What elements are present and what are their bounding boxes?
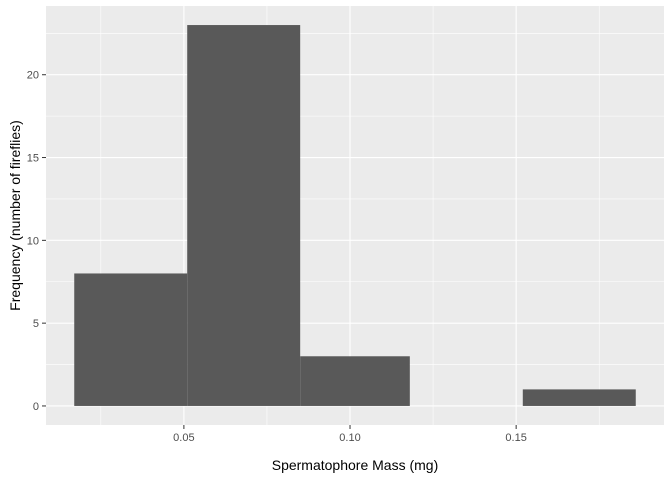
y-tick-label: 20 xyxy=(27,70,39,82)
y-tick-label: 0 xyxy=(33,401,39,413)
major-gridlines xyxy=(46,6,664,425)
y-tick-label: 15 xyxy=(27,153,39,165)
y-tick-label: 10 xyxy=(27,235,39,247)
x-tick-label: 0.15 xyxy=(505,432,526,444)
x-axis-ticks: 0.05 0.10 0.15 xyxy=(173,425,527,444)
x-tick-label: 0.05 xyxy=(173,432,194,444)
x-axis-title: Spermatophore Mass (mg) xyxy=(272,457,439,473)
x-tick-label: 0.10 xyxy=(339,432,360,444)
histogram-bar-2 xyxy=(187,25,301,406)
y-tick-label: 5 xyxy=(33,318,39,330)
histogram-bar-5 xyxy=(522,389,636,406)
histogram-bar-1 xyxy=(74,273,188,406)
histogram-bar-3 xyxy=(300,356,410,406)
histogram-bars xyxy=(74,25,636,406)
y-axis-ticks: 0 5 10 15 20 xyxy=(27,70,46,413)
y-axis-title: Frequency (number of fireflies) xyxy=(7,120,23,311)
